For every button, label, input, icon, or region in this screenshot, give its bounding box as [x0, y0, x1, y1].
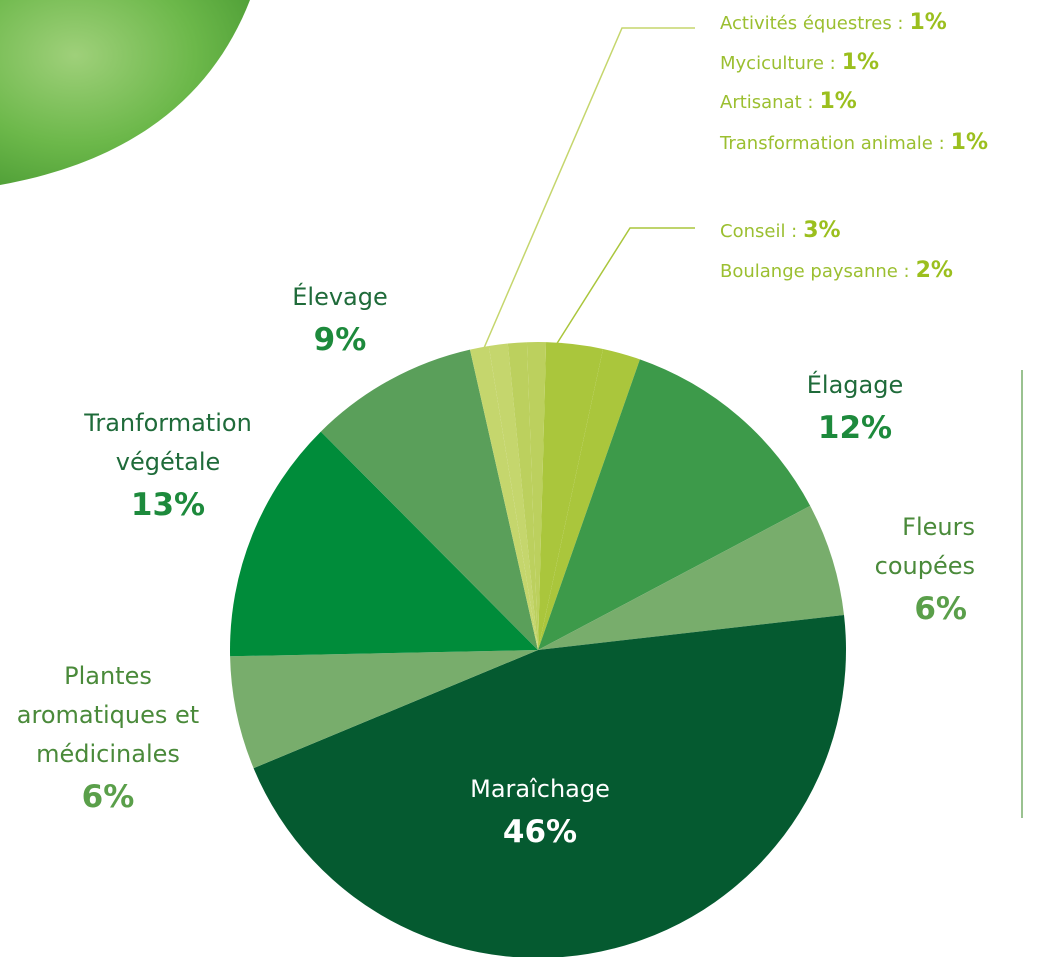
- category-label: Conseil :: [720, 221, 797, 242]
- slice-label: Myciculture : 1%: [720, 50, 879, 75]
- value-label: 6%: [850, 586, 975, 632]
- value-label: 6%: [0, 774, 216, 820]
- category-label: Maraîchage: [430, 770, 650, 809]
- category-label: Plantes aromatiques et médicinales: [0, 657, 216, 774]
- slice-label: Activités équestres : 1%: [720, 10, 947, 35]
- category-label: Activités équestres :: [720, 13, 904, 34]
- decoration: [0, 0, 250, 185]
- slice-label: Artisanat : 1%: [720, 89, 857, 114]
- value-label: 1%: [842, 50, 879, 75]
- category-label: Boulange paysanne :: [720, 261, 910, 282]
- page: Conseil :3%Boulange paysanne :2%Élagage1…: [0, 0, 1040, 957]
- value-label: 46%: [430, 809, 650, 855]
- slice-label: Transformation animale : 1%: [720, 130, 988, 155]
- category-label: Artisanat :: [720, 92, 813, 113]
- value-label: 12%: [770, 405, 940, 451]
- category-label: Élagage: [770, 366, 940, 405]
- category-label: Transformation animale :: [720, 133, 945, 154]
- leader-line: [556, 228, 695, 345]
- value-label: 1%: [910, 10, 947, 35]
- category-label: Fleurs coupées: [850, 508, 975, 586]
- value-label: 2%: [916, 258, 953, 283]
- category-label: Tranformation végétale: [60, 404, 276, 482]
- value-label: 9%: [255, 317, 425, 363]
- value-label: 3%: [803, 218, 840, 243]
- leader-line: [484, 28, 695, 348]
- slice-label: Conseil : 3%: [720, 218, 841, 243]
- slice-label: Boulange paysanne : 2%: [720, 258, 953, 283]
- value-label: 1%: [951, 130, 988, 155]
- value-label: 13%: [60, 482, 276, 528]
- category-label: Élevage: [255, 278, 425, 317]
- category-label: Myciculture :: [720, 53, 836, 74]
- value-label: 1%: [819, 89, 856, 114]
